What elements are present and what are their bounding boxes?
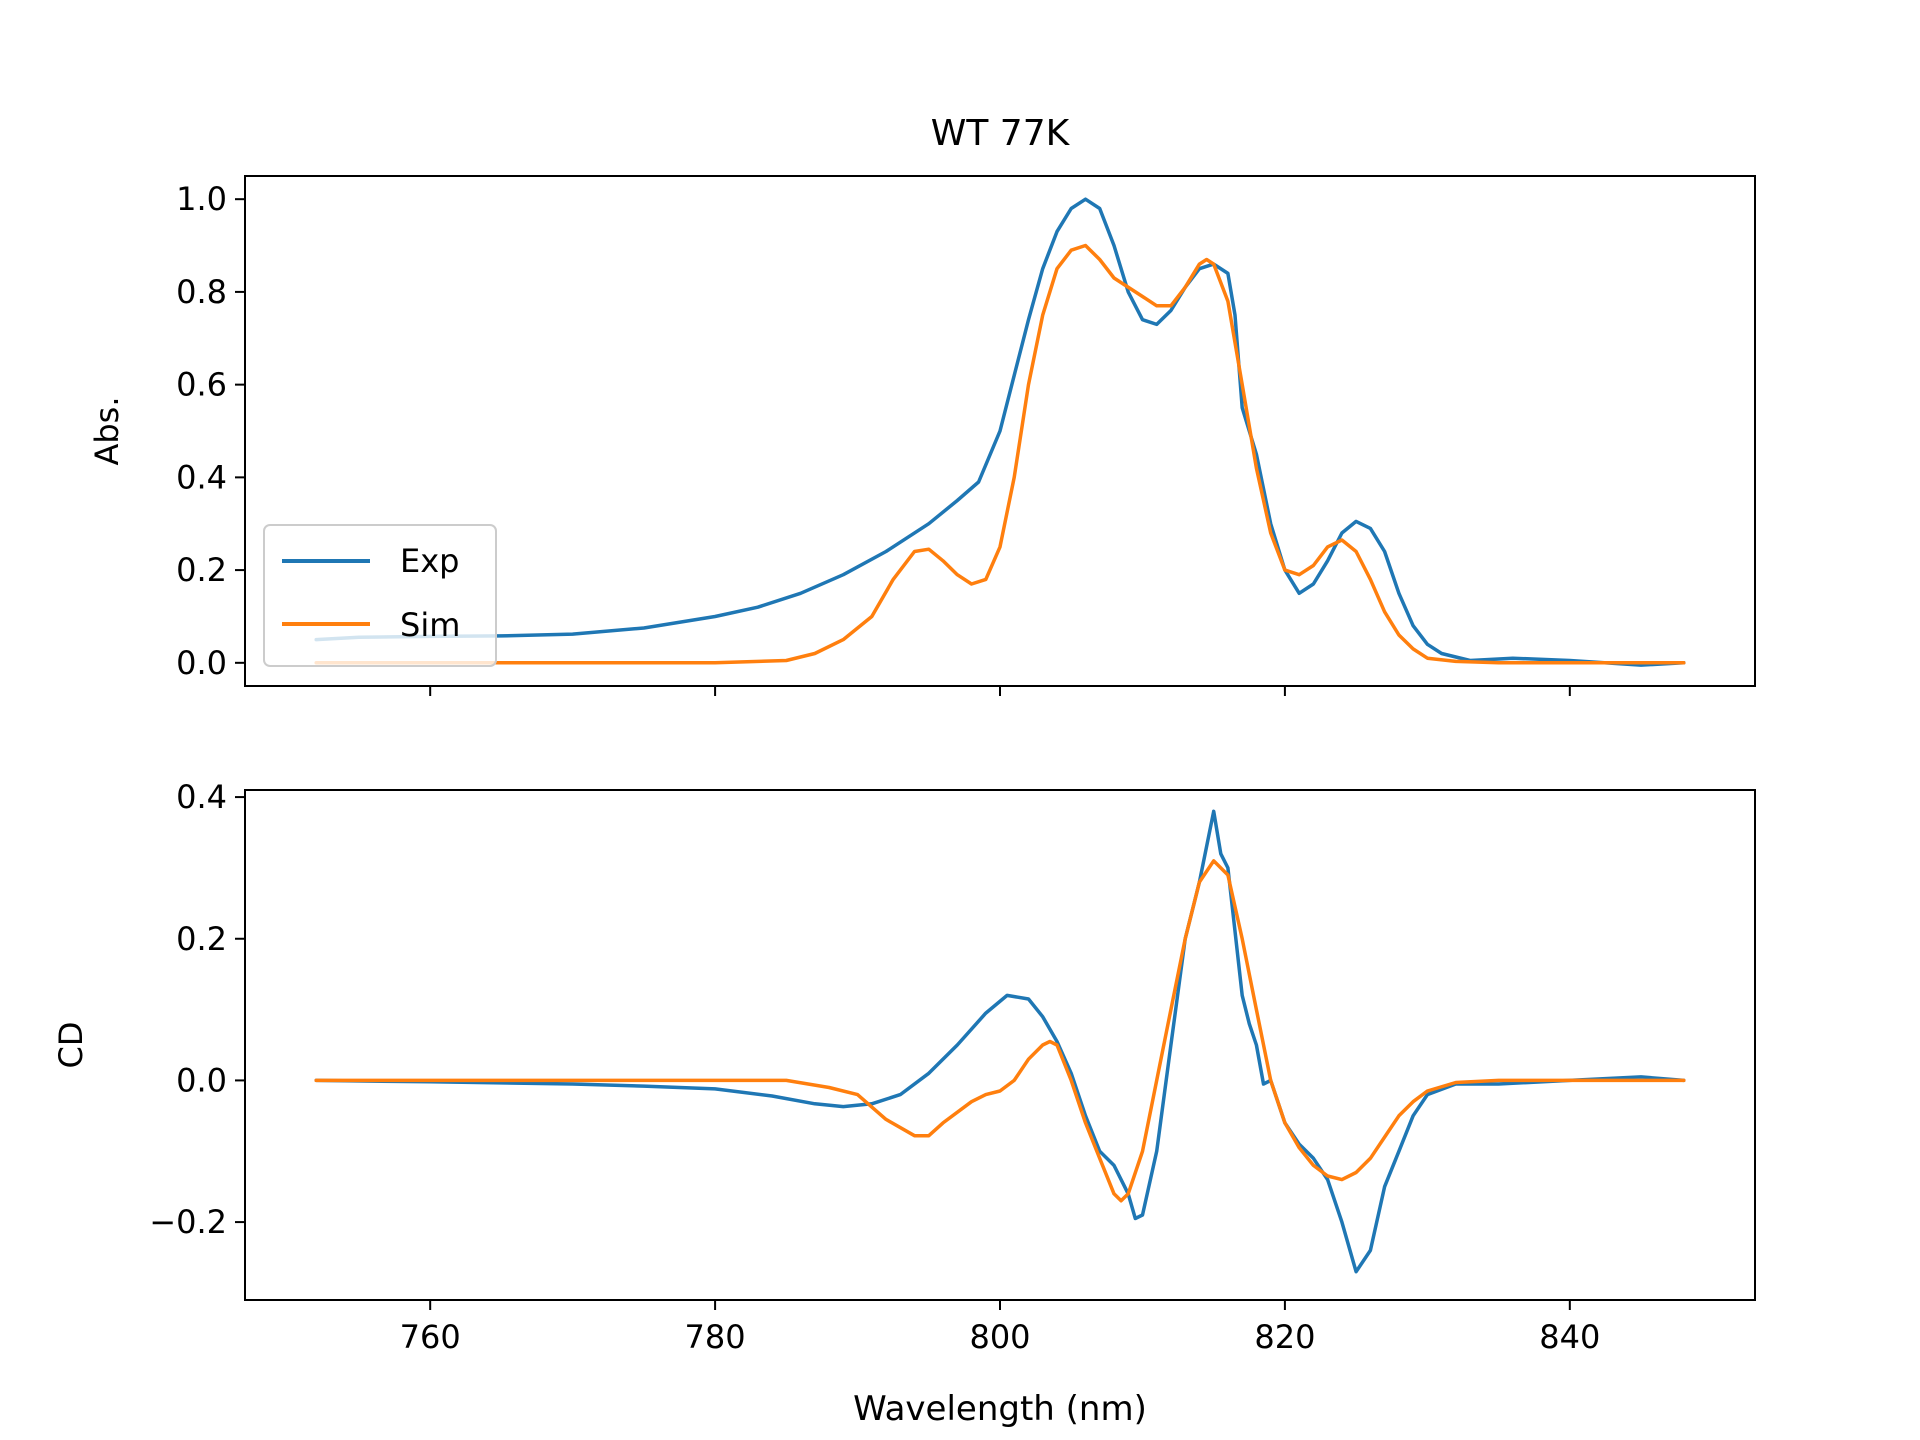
- cd-y-tick-label: 0.4: [176, 778, 227, 816]
- absorbance-y-tick-label: 0.8: [176, 273, 227, 311]
- absorbance-y-ticks: 0.0 0.2 0.4 0.6 0.8 1.0: [176, 180, 245, 682]
- absorbance-series-group: [314, 197, 1686, 667]
- legend-label-sim: Sim: [400, 606, 460, 644]
- cd-y-axis-label: CD: [52, 1022, 90, 1069]
- x-tick-label: 760: [400, 1318, 461, 1356]
- cd-panel: 760 780 800 820 840 −0.2 0.0 0.2 0.4 CD: [52, 778, 1756, 1356]
- absorbance-y-tick-label: 0.0: [176, 644, 227, 682]
- absorbance-y-tick-label: 0.4: [176, 458, 227, 496]
- absorbance-panel: 0.0 0.2 0.4 0.6 0.8 1.0 Abs. Exp Sim: [88, 175, 1756, 696]
- cd-y-tick-label: −0.2: [149, 1203, 227, 1241]
- absorbance-y-tick-label: 0.6: [176, 366, 227, 404]
- absorbance-x-ticks: [429, 686, 1571, 696]
- chart-title: WT 77K: [931, 113, 1071, 154]
- x-axis-label: Wavelength (nm): [853, 1389, 1147, 1429]
- absorbance-series-exp-line: [314, 197, 1686, 667]
- cd-y-tick-label: 0.0: [176, 1061, 227, 1099]
- legend-label-exp: Exp: [400, 542, 459, 580]
- cd-series-sim-line: [314, 859, 1686, 1203]
- cd-x-ticks: 760 780 800 820 840: [400, 1300, 1600, 1356]
- legend-box: [263, 524, 497, 667]
- absorbance-y-axis-label: Abs.: [88, 396, 126, 465]
- cd-y-ticks: −0.2 0.0 0.2 0.4: [149, 778, 245, 1241]
- absorbance-series-sim-line: [314, 243, 1686, 665]
- absorbance-y-tick-label: 0.2: [176, 551, 227, 589]
- x-tick-label: 780: [685, 1318, 746, 1356]
- x-tick-label: 840: [1539, 1318, 1600, 1356]
- cd-series-group: [314, 809, 1686, 1274]
- absorbance-y-tick-label: 1.0: [176, 180, 227, 218]
- cd-y-tick-label: 0.2: [176, 920, 227, 958]
- x-tick-label: 800: [969, 1318, 1030, 1356]
- legend: Exp Sim: [263, 524, 497, 667]
- x-tick-label: 820: [1254, 1318, 1315, 1356]
- cd-series-exp-line: [314, 809, 1686, 1274]
